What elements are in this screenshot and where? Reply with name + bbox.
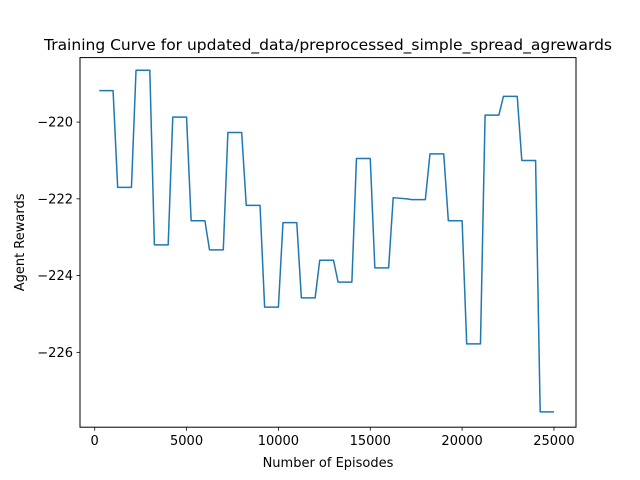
series-line-0 bbox=[99, 69, 554, 413]
y-tick-label: −226 bbox=[37, 346, 73, 361]
x-axis: 0 5000 10000 15000 20000 25000 bbox=[91, 427, 575, 449]
plot-area bbox=[99, 69, 554, 413]
y-axis-title: Agent Rewards bbox=[13, 193, 28, 291]
x-tick-label: 20000 bbox=[441, 434, 482, 449]
x-tick-label: 15000 bbox=[350, 434, 391, 449]
y-tick-label: −220 bbox=[37, 116, 73, 131]
x-axis-title: Number of Episodes bbox=[263, 456, 394, 471]
x-tick-label: 10000 bbox=[258, 434, 299, 449]
x-tick-label: 5000 bbox=[170, 434, 203, 449]
chart-title: Training Curve for updated_data/preproce… bbox=[43, 36, 612, 55]
y-axis: −226 −224 −222 −220 bbox=[37, 116, 80, 361]
x-tick-label: 0 bbox=[91, 434, 99, 449]
y-tick-label: −222 bbox=[37, 192, 73, 207]
y-tick-label: −224 bbox=[37, 269, 73, 284]
plot-frame bbox=[79, 57, 577, 428]
x-tick-label: 25000 bbox=[533, 434, 574, 449]
